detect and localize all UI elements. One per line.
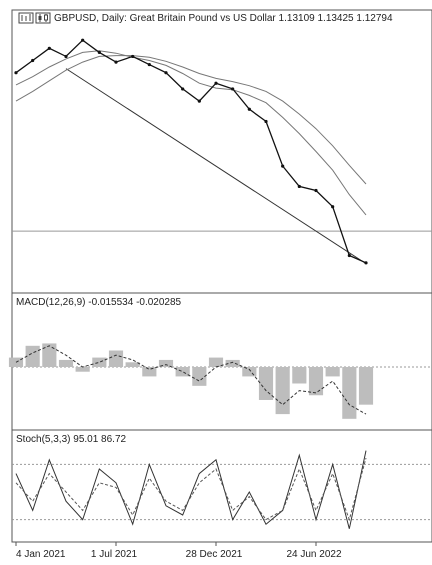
- price-point: [131, 54, 135, 59]
- stoch-pane[interactable]: [11, 429, 432, 543]
- price-point: [331, 205, 335, 209]
- timeframe: Daily: [102, 13, 124, 24]
- price-point: [264, 119, 268, 124]
- price-plot: [12, 38, 432, 265]
- x-tick-label: 24 Jun 2022: [286, 549, 341, 560]
- macd-histogram-bar: [58, 359, 74, 367]
- stoch-plot: [12, 450, 432, 529]
- price-point: [47, 46, 51, 50]
- price-point: [197, 99, 201, 103]
- macd-histogram-bar: [125, 362, 140, 367]
- macd-histogram-bar: [42, 343, 57, 367]
- macd-signal-line: [15, 345, 367, 415]
- stoch-signal-line: [15, 457, 367, 522]
- price-point: [247, 107, 251, 111]
- price-point: [114, 60, 118, 64]
- stoch-main-line: [15, 450, 367, 529]
- price-point: [81, 38, 85, 42]
- x-axis: 4 Jan 2021 1 Jul 2021 28 Dec 2021 24 Jun 20…: [15, 542, 342, 560]
- price-line: [15, 39, 367, 264]
- x-tick-label: 1 Jul 2021: [91, 549, 138, 560]
- macd-histogram-bar: [192, 367, 207, 386]
- price-point: [364, 261, 368, 265]
- price-point: [314, 188, 318, 193]
- macd-histogram-bar: [142, 367, 157, 377]
- macd-label: MACD(12,26,9) -0.015534 -0.020285: [16, 297, 182, 308]
- x-tick-label: 4 Jan 2021: [16, 549, 66, 560]
- price-quotes: 1.13109 1.13425 1.12794: [279, 13, 393, 24]
- price-point: [164, 71, 168, 75]
- price-point: [97, 50, 101, 54]
- stoch-label: Stoch(5,3,3) 95.01 86.72: [16, 434, 127, 445]
- macd-plot: [8, 343, 432, 419]
- macd-histogram-bar: [308, 367, 324, 396]
- price-point: [214, 81, 218, 85]
- macd-histogram-bar: [258, 367, 274, 400]
- macd-histogram-bar: [292, 367, 307, 384]
- macd-histogram-bar: [92, 357, 107, 367]
- price-point: [347, 253, 351, 258]
- macd-histogram-bar: [325, 367, 340, 377]
- price-point: [14, 71, 18, 75]
- trendline: [65, 68, 367, 265]
- macd-histogram-bar: [25, 345, 40, 367]
- macd-histogram-bar: [208, 357, 224, 367]
- chart-candles-icon[interactable]: [35, 12, 51, 24]
- macd-histogram-bar: [158, 359, 174, 367]
- price-point: [281, 164, 285, 168]
- macd-histogram-bar: [175, 367, 190, 377]
- macd-histogram-bar: [275, 367, 290, 415]
- symbol: GBPUSD: [54, 13, 96, 24]
- price-point: [297, 184, 301, 189]
- price-pane[interactable]: [11, 9, 432, 294]
- price-point: [147, 62, 151, 67]
- price-point: [64, 54, 68, 59]
- price-point: [31, 58, 35, 63]
- macd-histogram-bar: [242, 367, 257, 377]
- symbol-description: Great Britain Pound vs US Dollar: [130, 13, 277, 24]
- x-tick-label: 28 Dec 2021: [186, 549, 243, 560]
- price-point: [181, 87, 185, 91]
- macd-histogram-bar: [342, 367, 357, 419]
- macd-histogram-bar: [225, 359, 240, 367]
- moving-average-slow: [15, 55, 367, 185]
- chart-header: GBPUSD, Daily: Great Britain Pound vs US…: [54, 13, 393, 24]
- macd-histogram-bar: [75, 367, 90, 372]
- chart-bars-icon[interactable]: [18, 12, 34, 24]
- macd-histogram-bar: [358, 367, 374, 405]
- price-point: [231, 87, 235, 91]
- macd-histogram-bar: [108, 350, 124, 367]
- moving-average-fast: [15, 50, 367, 216]
